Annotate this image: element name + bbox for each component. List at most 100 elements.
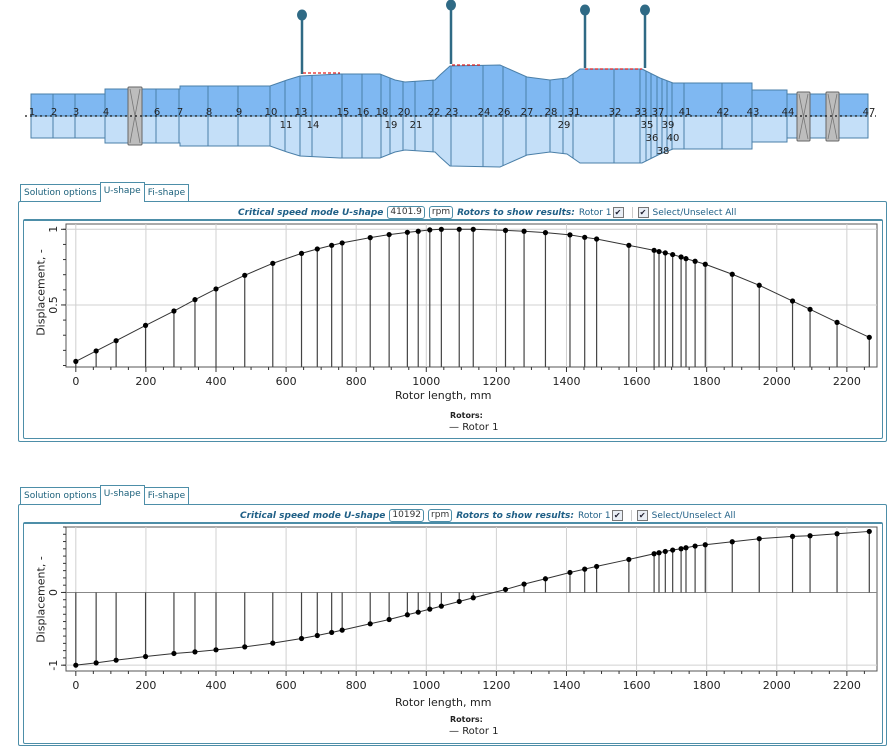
x-tick-label: 800 [346, 679, 367, 692]
plot-area [65, 223, 878, 368]
station-label: 11 [280, 120, 293, 131]
x-tick-label: 2200 [833, 375, 861, 388]
mode-label: Critical speed mode U-shape [238, 207, 384, 218]
unit-select[interactable]: rpm [428, 509, 453, 522]
data-point [651, 551, 657, 557]
station-label: 38 [657, 146, 670, 157]
x-tick-label: 600 [276, 679, 297, 692]
disk-icon [640, 4, 650, 16]
data-point [427, 227, 433, 233]
station-label: 8 [206, 107, 212, 118]
data-point [662, 548, 668, 555]
data-point [678, 254, 684, 260]
x-tick-label: 2000 [763, 375, 791, 388]
select-all-checkbox[interactable]: ✔ [636, 510, 648, 521]
data-point [404, 229, 410, 235]
x-tick-label: 2000 [763, 679, 791, 692]
station-label: 28 [545, 107, 558, 118]
data-point [415, 609, 421, 615]
station-label: 9 [236, 107, 242, 118]
tab-u-shape[interactable]: U-shape [99, 182, 145, 202]
chart-1-xlabel: Rotor length, mm [395, 389, 492, 402]
data-point [594, 236, 600, 242]
station-label: 14 [307, 120, 320, 131]
station-label: 31 [568, 107, 581, 118]
rotor-1-checkbox[interactable]: ✔ [611, 510, 623, 521]
data-point [93, 348, 99, 354]
data-point [113, 338, 119, 344]
station-label: 29 [558, 120, 571, 131]
bearing-cross [798, 93, 809, 140]
tab-u-shape[interactable]: U-shape [99, 485, 145, 505]
data-point [438, 226, 444, 232]
data-point [415, 228, 421, 234]
data-point [683, 545, 689, 551]
x-tick-label: 1200 [482, 375, 510, 388]
legend-series-name: Rotor 1 [462, 422, 499, 433]
station-label: 33 [635, 107, 648, 118]
station-label: 22 [428, 107, 441, 118]
legend-series-name: Rotor 1 [462, 726, 499, 737]
data-point [521, 228, 527, 234]
data-point [142, 322, 149, 328]
data-point [329, 629, 335, 636]
chart-2-frame [23, 522, 883, 744]
data-point [314, 632, 320, 639]
station-label: 19 [385, 120, 398, 131]
data-point [242, 644, 248, 650]
data-point [692, 543, 698, 549]
data-point [470, 595, 476, 601]
x-tick-label: 1600 [623, 375, 651, 388]
station-label: 40 [667, 133, 680, 144]
data-point [93, 660, 99, 666]
data-point [73, 662, 79, 668]
data-point [367, 235, 373, 241]
select-all-label[interactable]: Select/Unselect All [651, 510, 736, 521]
unit-select[interactable]: rpm [428, 206, 454, 219]
data-point [692, 258, 698, 264]
y-tick-label: -1 [47, 660, 60, 671]
rotor-1-checkbox[interactable]: ✔ [612, 207, 624, 218]
data-point [314, 246, 320, 252]
chart-2-ylabel: Displacement, - [34, 556, 48, 643]
data-point [582, 234, 588, 240]
speed-field[interactable]: 10192 [389, 509, 425, 522]
data-point [298, 250, 305, 256]
data-point [298, 635, 305, 642]
station-label: 4 [103, 107, 109, 118]
x-tick-label: 2200 [833, 679, 861, 692]
data-point [866, 334, 872, 340]
panel-2-tabs: Solution options U-shape Fi-shape [20, 485, 190, 505]
station-label: 21 [410, 120, 423, 131]
select-all-checkbox[interactable]: ✔ [637, 207, 649, 218]
station-label: 20 [398, 107, 411, 118]
rotors-label: Rotors to show results: [456, 510, 574, 521]
data-point [404, 612, 410, 618]
data-point [73, 358, 79, 365]
station-label: 23 [446, 107, 459, 118]
data-point [729, 271, 735, 277]
data-point [594, 563, 600, 570]
rotor-label: Rotor 1 [578, 207, 612, 218]
data-point [427, 606, 433, 612]
data-point [438, 603, 444, 609]
station-label: 27 [521, 107, 534, 118]
data-point [567, 569, 573, 576]
bearing-cross [827, 93, 838, 140]
station-label: 7 [177, 107, 183, 118]
select-all-label[interactable]: Select/Unselect All [652, 207, 737, 218]
speed-field[interactable]: 4101.9 [387, 206, 425, 219]
data-point [329, 242, 335, 248]
data-point [339, 627, 345, 633]
station-label: 43 [747, 107, 760, 118]
data-point [656, 248, 662, 255]
data-point [702, 261, 708, 267]
x-tick-label: 1800 [693, 375, 721, 388]
panel-1-tabs: Solution options U-shape Fi-shape [20, 182, 190, 202]
data-point [213, 286, 219, 292]
x-tick-label: 0 [72, 679, 79, 692]
station-label: 36 [646, 133, 659, 144]
data-point [456, 598, 462, 605]
rotor-label: Rotor 1 [577, 510, 611, 521]
station-label: 18 [376, 107, 389, 118]
